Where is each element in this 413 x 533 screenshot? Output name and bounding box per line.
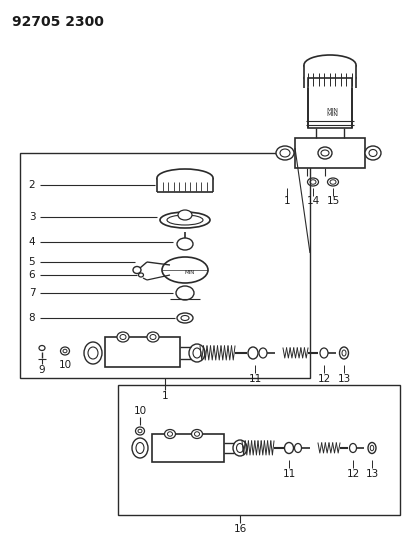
Ellipse shape <box>60 347 69 355</box>
Text: 14: 14 <box>306 196 319 206</box>
Text: 12: 12 <box>346 469 359 479</box>
Text: 1: 1 <box>283 196 290 206</box>
Ellipse shape <box>157 169 212 187</box>
Text: 1: 1 <box>161 391 168 401</box>
Bar <box>152 434 223 462</box>
Ellipse shape <box>132 438 147 458</box>
Bar <box>157 178 212 192</box>
Ellipse shape <box>303 55 355 75</box>
Ellipse shape <box>164 430 175 439</box>
Ellipse shape <box>284 442 293 454</box>
Text: 92705 2300: 92705 2300 <box>12 15 104 29</box>
Text: 11: 11 <box>248 374 261 384</box>
Ellipse shape <box>191 430 202 439</box>
Bar <box>294 138 364 168</box>
Text: 16: 16 <box>233 524 246 533</box>
Ellipse shape <box>159 212 209 228</box>
Text: 10: 10 <box>133 406 146 416</box>
Text: 13: 13 <box>337 374 350 384</box>
Text: 11: 11 <box>282 469 295 479</box>
Ellipse shape <box>161 181 209 191</box>
Ellipse shape <box>161 257 207 283</box>
Ellipse shape <box>319 348 327 358</box>
Ellipse shape <box>349 443 356 453</box>
Ellipse shape <box>247 347 257 359</box>
Text: 2: 2 <box>28 180 35 190</box>
Bar <box>118 385 399 515</box>
Text: 7: 7 <box>28 288 35 298</box>
Ellipse shape <box>367 442 375 454</box>
Text: 9: 9 <box>38 365 45 375</box>
Ellipse shape <box>177 238 192 250</box>
Text: MIN: MIN <box>184 271 195 276</box>
Ellipse shape <box>138 273 143 277</box>
Ellipse shape <box>133 266 141 273</box>
Ellipse shape <box>294 443 301 453</box>
Ellipse shape <box>339 347 348 359</box>
Bar <box>105 337 180 367</box>
Ellipse shape <box>259 348 266 358</box>
Ellipse shape <box>176 286 194 300</box>
Ellipse shape <box>135 427 144 435</box>
Text: 8: 8 <box>28 313 35 323</box>
Bar <box>20 153 309 378</box>
Ellipse shape <box>39 345 45 351</box>
Text: 3: 3 <box>28 212 35 222</box>
Ellipse shape <box>166 215 202 225</box>
Text: 13: 13 <box>365 469 378 479</box>
Ellipse shape <box>189 344 204 362</box>
Text: 5: 5 <box>28 257 35 267</box>
Text: 6: 6 <box>28 270 35 280</box>
Ellipse shape <box>364 146 380 160</box>
Ellipse shape <box>147 332 159 342</box>
Text: MIN: MIN <box>325 109 337 114</box>
Ellipse shape <box>303 72 355 84</box>
Ellipse shape <box>177 313 192 323</box>
Ellipse shape <box>117 332 129 342</box>
Text: 4: 4 <box>28 237 35 247</box>
Text: 12: 12 <box>317 374 330 384</box>
Bar <box>303 65 355 88</box>
Text: 10: 10 <box>58 360 71 370</box>
Ellipse shape <box>84 342 102 364</box>
Ellipse shape <box>275 146 293 160</box>
Text: 15: 15 <box>325 196 339 206</box>
Text: MIN: MIN <box>325 112 337 117</box>
Ellipse shape <box>317 147 331 159</box>
Bar <box>307 78 351 128</box>
Ellipse shape <box>233 440 247 456</box>
Ellipse shape <box>178 210 192 220</box>
